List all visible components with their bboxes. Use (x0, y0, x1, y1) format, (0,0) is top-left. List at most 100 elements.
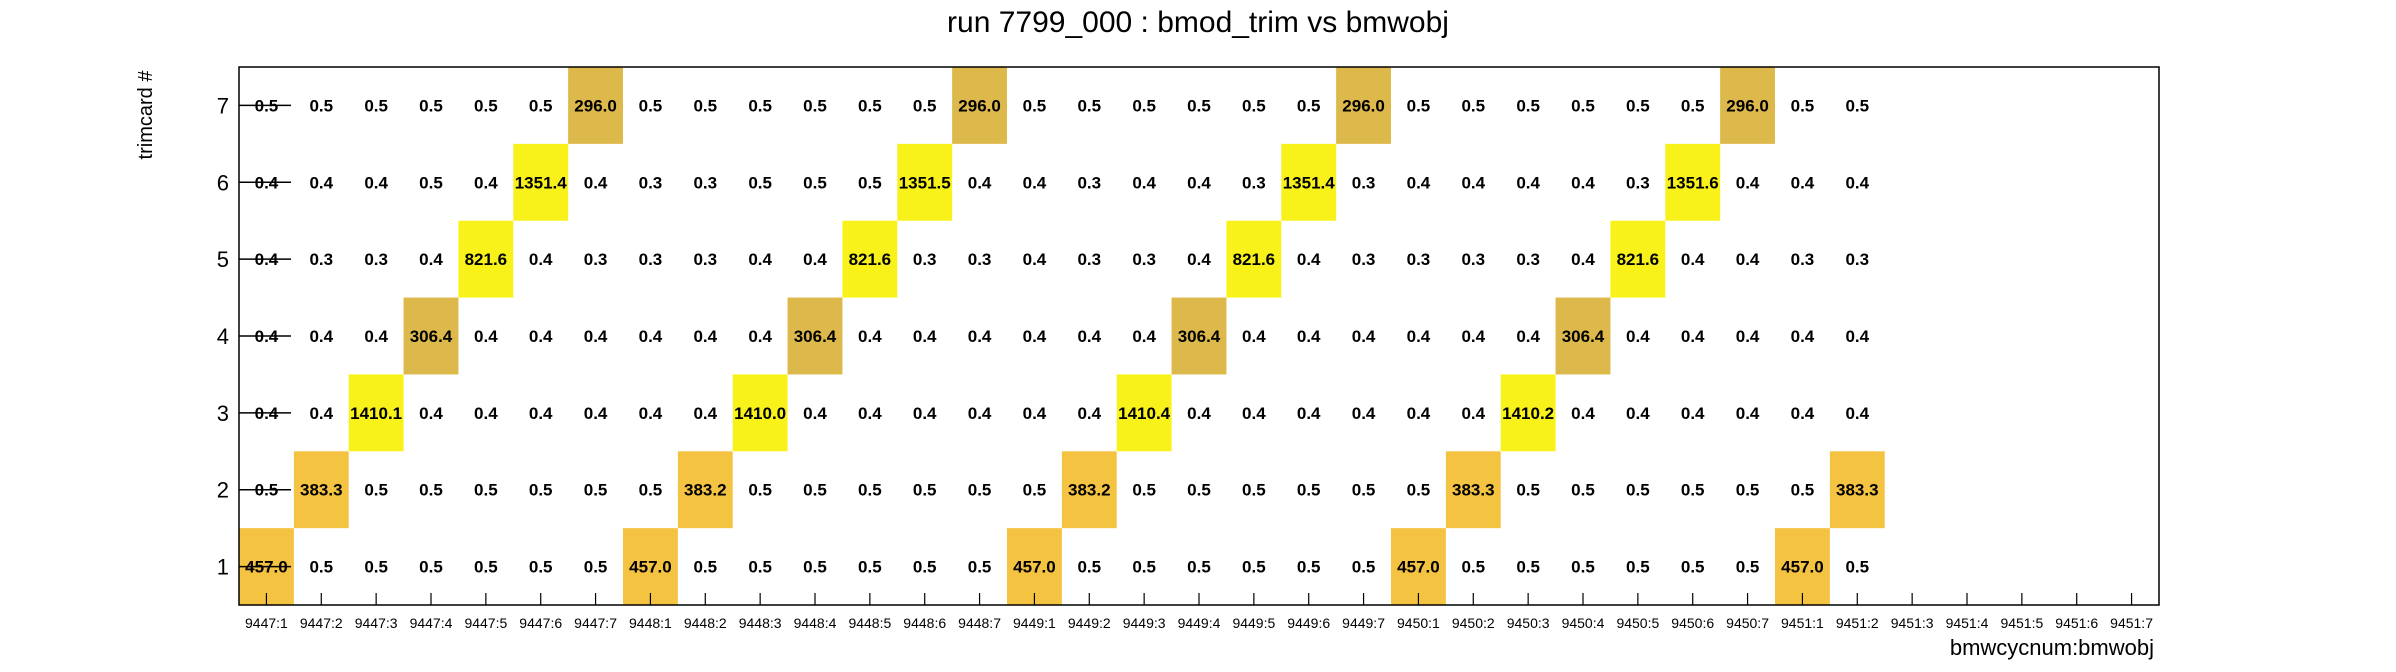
heatmap-cell (732, 374, 788, 452)
cell-value-label: 0.4 (1736, 327, 1760, 346)
heatmap-cells: 457.0 0.5 0.5 0.5 0.5 0.5 0.5 457.0 0.5 0.5 0.5 0.5… (239, 67, 1885, 605)
cell-value-label: 0.5 (1461, 96, 1485, 115)
cell-value-label: 0.4 (1297, 250, 1321, 269)
y-tick-label: 4 (217, 324, 229, 349)
cell-value-label: 0.5 (584, 558, 608, 577)
cell-value-label: 296.0 (1726, 96, 1769, 115)
heatmap-cell (677, 451, 733, 529)
cell-value-label: 306.4 (1178, 327, 1221, 346)
heatmap-cell (1226, 220, 1282, 298)
cell-value-label: 0.5 (639, 481, 663, 500)
cell-value-label: 0.5 (1516, 96, 1540, 115)
cell-value-label: 0.5 (309, 558, 333, 577)
x-tick-label: 9447:1 (245, 615, 288, 631)
cell-value-label: 306.4 (794, 327, 837, 346)
cell-value-label: 0.5 (1077, 96, 1101, 115)
cell-value-label: 0.3 (1845, 250, 1869, 269)
x-tick-label: 9448:7 (958, 615, 1001, 631)
cell-value-label: 0.5 (1736, 481, 1760, 500)
cell-value-label: 0.4 (693, 327, 717, 346)
y-axis-label: trimcard # (135, 70, 157, 160)
cell-value-label: 0.3 (1242, 173, 1266, 192)
cell-value-label: 0.5 (1242, 481, 1266, 500)
cell-value-label: 0.4 (1736, 250, 1760, 269)
y-tick-label: 7 (217, 93, 229, 118)
y-tick-label: 2 (217, 478, 229, 503)
heatmap-cell (952, 67, 1007, 144)
cell-value-label: 0.3 (968, 250, 992, 269)
cell-value-label: 0.3 (1077, 173, 1101, 192)
cell-value-label: 0.4 (1023, 404, 1047, 423)
cell-value-label: 0.5 (748, 558, 772, 577)
cell-value-label: 296.0 (574, 96, 617, 115)
heatmap-cell (787, 297, 843, 375)
x-tick-label: 9451:4 (1946, 615, 1989, 631)
cell-value-label: 0.5 (803, 558, 827, 577)
cell-value-label: 0.5 (1626, 481, 1650, 500)
cell-value-label: 0.4 (1187, 404, 1211, 423)
cell-value-label: 306.4 (1562, 327, 1605, 346)
x-tick-label: 9450:1 (1397, 615, 1440, 631)
cell-value-label: 0.4 (474, 404, 498, 423)
cell-value-label: 306.4 (410, 327, 453, 346)
cell-value-label: 1351.4 (515, 173, 568, 192)
cell-value-label: 0.5 (584, 481, 608, 500)
cell-value-label: 0.5 (1681, 558, 1705, 577)
cell-value-label: 0.4 (1571, 173, 1595, 192)
x-tick-label: 9447:5 (464, 615, 507, 631)
cell-value-label: 0.5 (1845, 96, 1869, 115)
cell-value-label: 0.4 (1461, 173, 1485, 192)
cell-value-label: 0.3 (639, 173, 663, 192)
heatmap-cell (348, 374, 404, 452)
cell-value-label: 0.4 (1681, 250, 1705, 269)
cell-value-label: 0.5 (858, 173, 882, 192)
cell-value-label: 296.0 (958, 96, 1001, 115)
cell-value-label: 0.5 (858, 96, 882, 115)
cell-value-label: 0.3 (1077, 250, 1101, 269)
cell-value-label: 0.4 (1242, 327, 1266, 346)
cell-value-label: 0.4 (913, 404, 937, 423)
cell-value-label: 0.4 (1626, 404, 1650, 423)
cell-value-label: 0.4 (803, 404, 827, 423)
cell-value-label: 296.0 (1342, 96, 1385, 115)
heatmap-cell (1500, 374, 1556, 452)
x-tick-label: 9448:2 (684, 615, 727, 631)
cell-value-label: 457.0 (629, 558, 672, 577)
cell-value-label: 0.4 (913, 327, 937, 346)
x-tick-label: 9450:6 (1671, 615, 1714, 631)
heatmap-cell (458, 220, 514, 298)
cell-value-label: 0.5 (1132, 96, 1156, 115)
cell-value-label: 0.5 (419, 481, 443, 500)
cell-value-label: 457.0 (1013, 558, 1056, 577)
cell-value-label: 0.5 (1571, 481, 1595, 500)
cell-value-label: 0.5 (1461, 558, 1485, 577)
y-tick-label: 1 (217, 555, 229, 580)
cell-value-label: 0.5 (1352, 481, 1376, 500)
cell-value-label: 0.4 (584, 327, 608, 346)
cell-value-label: 0.4 (1461, 404, 1485, 423)
cell-value-label: 1410.4 (1118, 404, 1171, 423)
cell-value-label: 0.4 (529, 327, 553, 346)
cell-value-label: 0.5 (309, 96, 333, 115)
cell-value-label: 0.5 (1187, 96, 1211, 115)
heatmap-cell (513, 143, 569, 221)
cell-value-label: 0.5 (803, 481, 827, 500)
cell-value-label: 0.5 (364, 481, 388, 500)
cell-value-label: 0.5 (419, 96, 443, 115)
cell-value-label: 0.3 (364, 250, 388, 269)
cell-value-label: 0.4 (1407, 327, 1431, 346)
heatmap-cell (1445, 451, 1501, 529)
heatmap-cell (1665, 143, 1721, 221)
cell-value-label: 0.5 (1132, 481, 1156, 500)
axes: 1 2 3 4 5 6 7 9447:1 9447:2 9447:3 9447:4 9447:5 944… (217, 66, 2160, 631)
heatmap-cell (1281, 143, 1337, 221)
cell-value-label: 457.0 (1397, 558, 1440, 577)
x-tick-label: 9450:4 (1562, 615, 1605, 631)
cell-value-label: 0.3 (693, 173, 717, 192)
cell-value-label: 0.5 (1023, 481, 1047, 500)
cell-value-label: 0.5 (693, 96, 717, 115)
cell-value-label: 0.4 (748, 327, 772, 346)
cell-value-label: 0.5 (748, 96, 772, 115)
cell-value-label: 0.5 (803, 173, 827, 192)
x-tick-label: 9448:4 (794, 615, 837, 631)
